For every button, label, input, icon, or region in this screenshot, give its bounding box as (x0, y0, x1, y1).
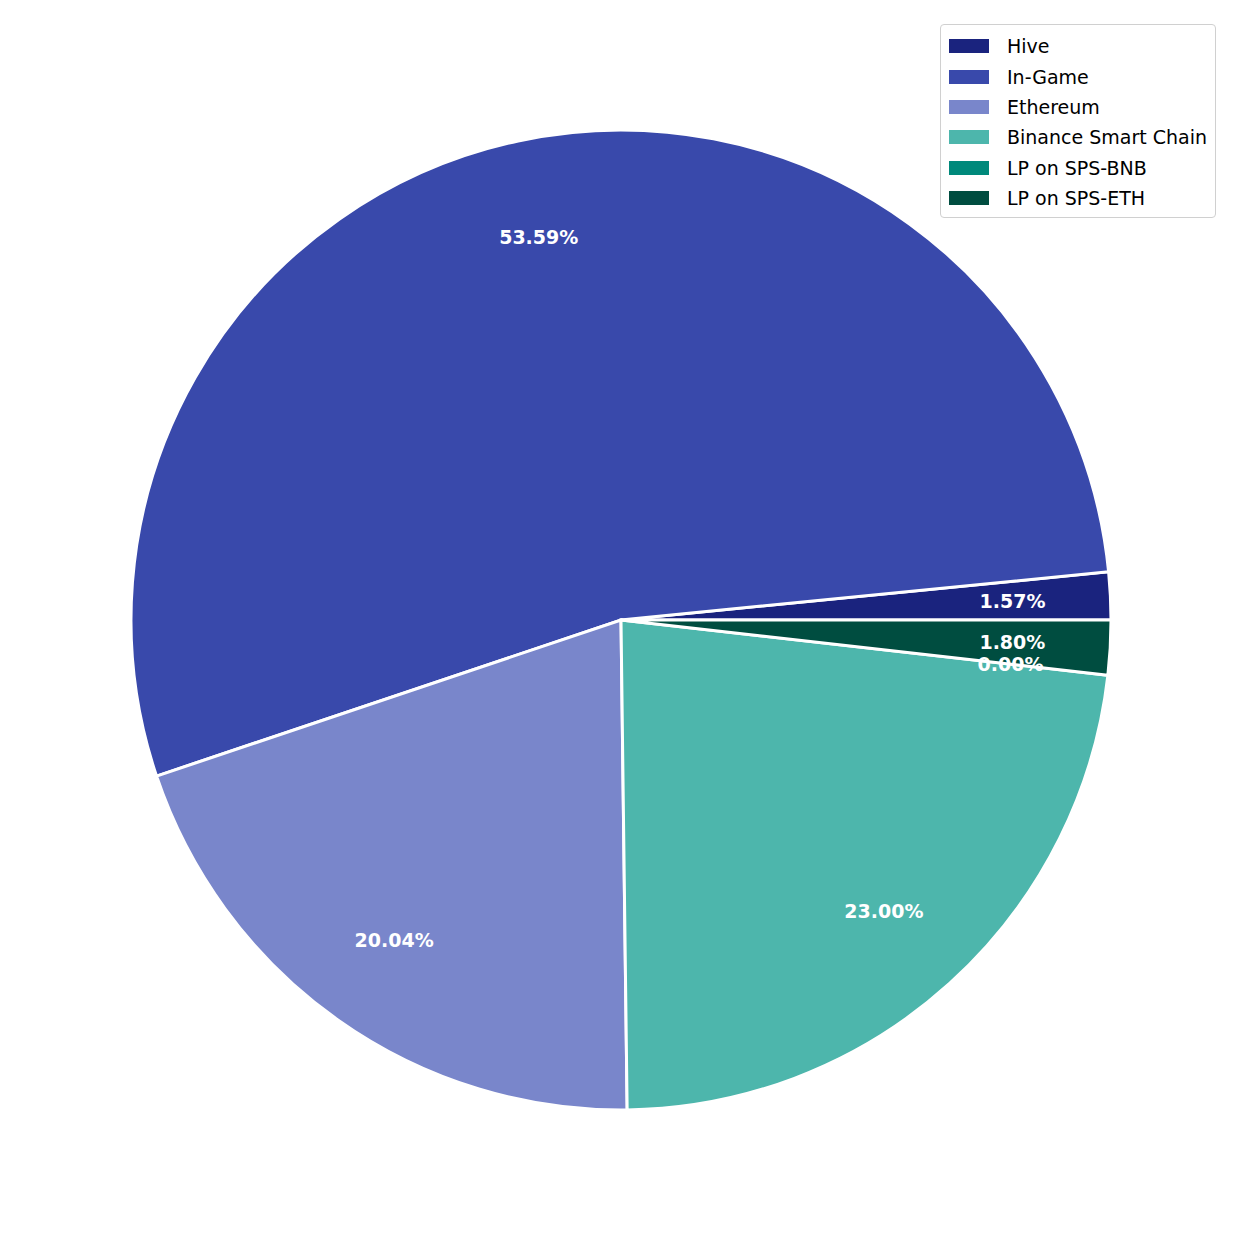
svg-text:1.80%: 1.80% (979, 631, 1045, 653)
svg-text:23.00%: 23.00% (844, 900, 923, 922)
svg-text:1.57%: 1.57% (980, 590, 1046, 612)
svg-text:20.04%: 20.04% (355, 929, 434, 951)
html-text:In-Game: In-Game (1007, 65, 1089, 88)
svg-text:0.00%: 0.00% (978, 653, 1044, 675)
html-text:LP on SPS-ETH: LP on SPS-ETH (1007, 187, 1146, 210)
html-text:LP on SPS-BNB: LP on SPS-BNB (1007, 156, 1147, 179)
html-text:Binance Smart Chain: Binance Smart Chain (1007, 126, 1207, 149)
html-text:Ethereum: Ethereum (1007, 96, 1100, 118)
html-text:Hive: Hive (1007, 35, 1050, 58)
svg-text:53.59%: 53.59% (499, 226, 578, 248)
